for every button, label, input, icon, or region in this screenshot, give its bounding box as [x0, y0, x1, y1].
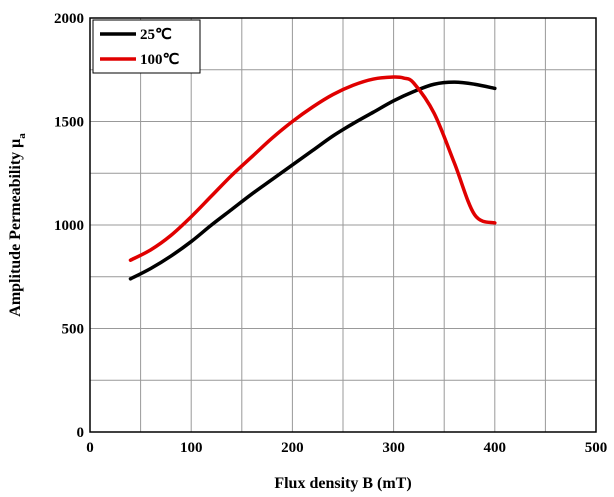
- series-line-1: [128, 75, 497, 262]
- grid: [89, 17, 597, 433]
- y-axis-title: Amplitude Permeability μa: [7, 133, 28, 317]
- series-layer: [128, 75, 497, 281]
- y-tick-label: 500: [62, 322, 85, 338]
- x-tick-label: 500: [585, 440, 608, 456]
- y-tick-label: 0: [77, 425, 85, 441]
- series-line-0: [128, 80, 497, 281]
- y-axis-title-subscript: a: [16, 133, 28, 139]
- plot-frame: [89, 17, 597, 433]
- y-tick-label: 1500: [54, 115, 84, 131]
- x-tick-label: 200: [281, 440, 304, 456]
- x-tick-label: 400: [484, 440, 507, 456]
- legend: 25℃ 100℃: [92, 19, 201, 74]
- x-tick-label: 0: [86, 440, 94, 456]
- legend-box: [92, 19, 201, 74]
- x-axis-title: Flux density B (mT): [274, 475, 411, 492]
- y-tick-labels: 0 500 1000 1500 2000: [54, 11, 84, 441]
- x-tick-label: 300: [382, 440, 405, 456]
- y-axis-title-main: Amplitude Permeability μ: [7, 139, 24, 317]
- x-tick-labels: 0 100 200 300 400 500: [86, 440, 607, 456]
- legend-label: 25℃: [140, 27, 172, 43]
- legend-label: 100℃: [140, 52, 180, 68]
- y-tick-label: 1000: [54, 218, 84, 234]
- x-tick-label: 100: [180, 440, 203, 456]
- y-axis-title-group: Amplitude Permeability μa: [7, 133, 28, 317]
- y-tick-label: 2000: [54, 11, 84, 27]
